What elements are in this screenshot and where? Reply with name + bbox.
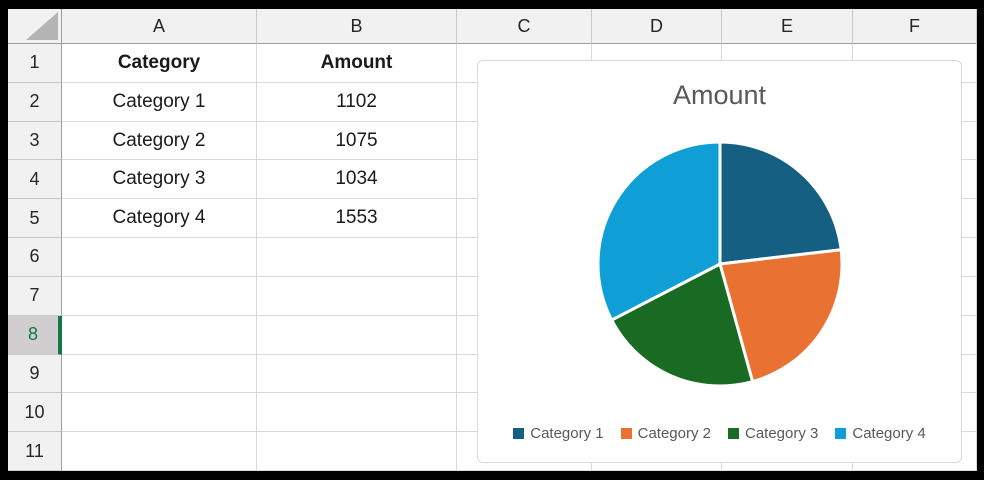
cell-B11[interactable] (257, 432, 457, 471)
row-header-2[interactable]: 2 (8, 82, 62, 122)
cell-A5[interactable]: Category 4 (62, 199, 257, 239)
cell-B10[interactable] (257, 393, 457, 433)
cell-A11[interactable] (62, 432, 257, 471)
legend-label: Category 1 (530, 425, 604, 442)
column-header-f[interactable]: F (853, 9, 977, 44)
row-header-9[interactable]: 9 (8, 354, 62, 394)
chart[interactable]: Amount Category 1 Category 2 Category 3 Cat… (477, 60, 962, 463)
column-header-b[interactable]: B (257, 9, 457, 44)
cell-A3[interactable]: Category 2 (62, 121, 257, 161)
cell-B3[interactable]: 1075 (257, 121, 457, 161)
row-header-4[interactable]: 4 (8, 160, 62, 200)
legend-label: Category 4 (852, 425, 926, 442)
pie-slice-category-4[interactable] (596, 140, 722, 322)
legend-item-category-3[interactable]: Category 3 (728, 425, 818, 442)
legend-label: Category 2 (637, 425, 711, 442)
legend-item-category-2[interactable]: Category 2 (620, 425, 711, 442)
cell-A8[interactable] (62, 315, 257, 355)
legend-item-category-1[interactable]: Category 1 (513, 425, 604, 442)
select-all-corner[interactable] (8, 9, 62, 44)
column-header-d[interactable]: D (592, 9, 722, 44)
column-header-e[interactable]: E (722, 9, 853, 44)
cell-B8[interactable] (257, 315, 457, 355)
cell-B9[interactable] (257, 354, 457, 394)
row-header-8[interactable]: 8 (8, 315, 62, 355)
cell-B7[interactable] (257, 276, 457, 316)
column-header-c[interactable]: C (457, 9, 592, 44)
legend-label: Category 3 (745, 425, 819, 442)
legend-item-category-4[interactable]: Category 4 (835, 425, 926, 442)
cell-A7[interactable] (62, 276, 257, 316)
cell-B5[interactable]: 1553 (257, 199, 457, 239)
chart-legend[interactable]: Category 1 Category 2 Category 3 Category 4 (478, 425, 961, 442)
cell-B2[interactable]: 1102 (257, 82, 457, 122)
cell-B6[interactable] (257, 238, 457, 277)
cell-B1[interactable]: Amount (257, 44, 457, 83)
cell-A2[interactable]: Category 1 (62, 82, 257, 122)
legend-swatch-icon (620, 428, 632, 439)
legend-swatch-icon (728, 428, 739, 439)
cell-A4[interactable]: Category 3 (62, 160, 257, 200)
legend-swatch-icon (513, 428, 525, 439)
pie-slice-category-3[interactable] (610, 262, 755, 388)
row-header-10[interactable]: 10 (8, 393, 62, 433)
legend-swatch-icon (835, 428, 847, 439)
row-header-3[interactable]: 3 (8, 121, 62, 161)
column-header-a[interactable]: A (62, 9, 257, 44)
cell-A9[interactable] (62, 354, 257, 394)
select-all-triangle-icon (26, 12, 58, 40)
cell-B4[interactable]: 1034 (257, 160, 457, 200)
pie-chart (596, 140, 844, 388)
row-header-5[interactable]: 5 (8, 199, 62, 239)
pie-slice-category-1[interactable] (718, 140, 843, 266)
row-header-7[interactable]: 7 (8, 276, 62, 316)
chart-title[interactable]: Amount (672, 80, 767, 110)
row-header-11[interactable]: 11 (8, 432, 62, 471)
cell-A10[interactable] (62, 393, 257, 433)
pie-slice-category-2[interactable] (718, 248, 844, 384)
row-header-6[interactable]: 6 (8, 238, 62, 277)
cell-A6[interactable] (62, 238, 257, 277)
cell-A1[interactable]: Category (62, 44, 257, 83)
row-header-1[interactable]: 1 (8, 44, 62, 83)
